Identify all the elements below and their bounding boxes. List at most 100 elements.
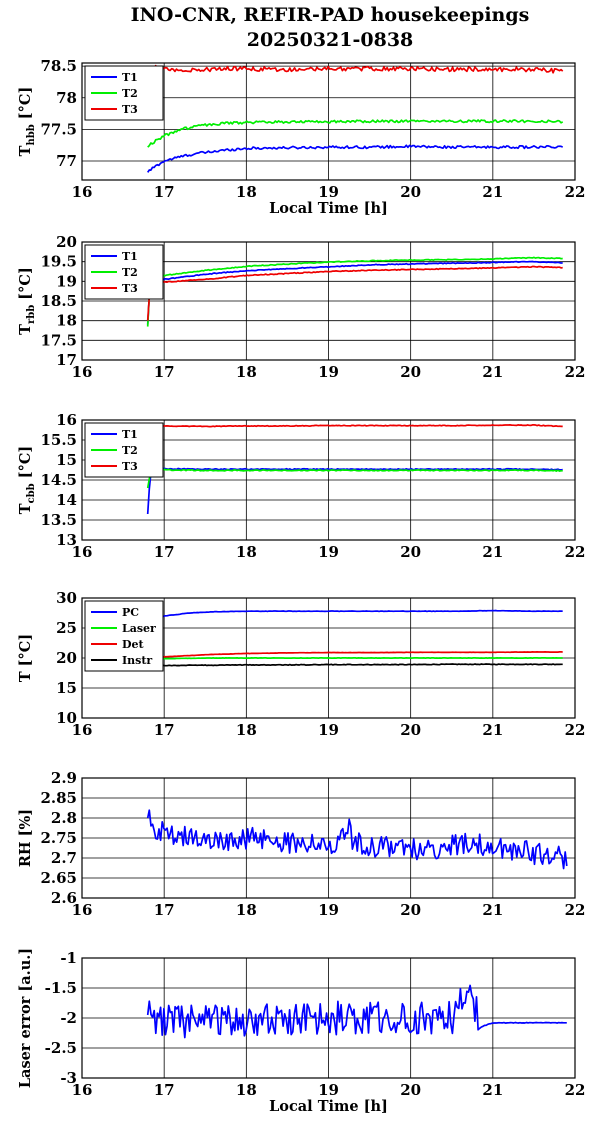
x-tick-label: 21: [482, 363, 503, 381]
x-tick-label: 21: [482, 183, 503, 201]
plot-frame: [81, 957, 576, 1079]
x-tick-label: 16: [72, 543, 93, 561]
y-tick-label: -3: [60, 1069, 77, 1087]
series-line-t2: [146, 256, 563, 327]
x-tick-label: 22: [565, 543, 586, 561]
y-tick-label: 19: [56, 272, 77, 290]
legend: T1 T2 T3: [84, 244, 164, 300]
y-tick-label: 17.5: [40, 331, 77, 349]
x-tick-label: 20: [400, 363, 421, 381]
legend: T1 T2 T3: [84, 65, 164, 121]
x-tick-label: 19: [318, 1081, 339, 1099]
legend: T1 T2 T3: [84, 422, 164, 478]
series-line-laser: [147, 657, 563, 661]
plot-frame: [81, 241, 576, 361]
x-tick-label: 20: [400, 1081, 421, 1099]
y-tick-label: 10: [56, 709, 77, 727]
y-axis-label: Thbb [°C]: [17, 87, 37, 157]
x-tick-label: 22: [565, 721, 586, 739]
y-tick-label: 19.5: [40, 253, 77, 271]
series-line-data: [146, 984, 567, 1039]
x-tick-label: 19: [318, 543, 339, 561]
legend-label: Instr: [122, 654, 152, 667]
legend-label: T2: [122, 87, 138, 100]
panel-5: 2.6 2.65 2.7 2.75 2.8 2.85 2.9 16 17 18 19 20 21 22 RH…: [17, 769, 585, 919]
y-tick-label: 18: [56, 312, 77, 330]
chart-title: INO-CNR, REFIR-PAD housekeepings: [131, 4, 530, 26]
y-axis-label: Trbb [°C]: [17, 267, 37, 335]
x-axis-label: Local Time [h]: [269, 200, 388, 217]
series-line-t2: [147, 119, 564, 148]
x-axis-label: Local Time [h]: [269, 1098, 388, 1115]
y-tick-label: 15: [56, 679, 77, 697]
x-tick-label: 20: [400, 901, 421, 919]
x-tick-label: 21: [482, 543, 503, 561]
y-tick-label: 20: [56, 649, 77, 667]
x-tick-label: 17: [154, 901, 175, 919]
x-tick-label: 20: [400, 721, 421, 739]
panel-3: 13 13.5 14 14.5 15 15.5 16 16 17 18 19 20 21 22 T1 T2 T3…: [17, 411, 585, 561]
series-line-t3: [146, 265, 563, 321]
y-tick-label: 20: [56, 233, 77, 251]
y-tick-label: 15: [56, 451, 77, 469]
x-tick-label: 17: [154, 183, 175, 201]
legend-label: T1: [122, 428, 138, 441]
x-tick-label: 16: [72, 1081, 93, 1099]
y-tick-label: 2.6: [51, 889, 77, 907]
series-line-det: [147, 651, 563, 659]
chart-title-date: 20250321-0838: [247, 29, 414, 51]
y-tick-label: -2.5: [45, 1039, 77, 1057]
x-tick-label: 17: [154, 543, 175, 561]
x-tick-label: 17: [154, 721, 175, 739]
y-tick-label: 18.5: [40, 292, 77, 310]
x-tick-label: 16: [72, 183, 93, 201]
x-tick-label: 22: [565, 1081, 586, 1099]
y-tick-label: -2: [60, 1009, 77, 1027]
x-tick-label: 21: [482, 901, 503, 919]
x-tick-label: 18: [236, 901, 257, 919]
legend-label: T3: [122, 460, 138, 473]
legend-label: Laser: [122, 622, 156, 635]
y-tick-label: 2.65: [40, 869, 77, 887]
y-tick-label: 14: [56, 491, 77, 509]
series-line-pc: [147, 609, 563, 626]
y-axis-label: Tcbb [°C]: [17, 446, 37, 514]
series-line-data: [146, 809, 568, 870]
y-tick-label: 30: [56, 589, 77, 607]
y-tick-label: 16: [56, 411, 77, 429]
legend-label: T1: [122, 71, 138, 84]
x-tick-label: 18: [236, 183, 257, 201]
x-tick-label: 18: [236, 543, 257, 561]
y-tick-label: 17: [56, 351, 77, 369]
plot-frame: [81, 597, 576, 719]
y-tick-label: 77.5: [40, 120, 77, 138]
x-tick-label: 19: [318, 901, 339, 919]
legend-label: T2: [122, 266, 138, 279]
plot-frame: [81, 419, 576, 541]
legend: PC Laser Det Instr: [84, 600, 164, 672]
y-tick-label: -1.5: [45, 979, 77, 997]
series-line-t1: [146, 144, 564, 173]
x-tick-label: 17: [154, 1081, 175, 1099]
panel-6: -3 -2.5 -2 -1.5 -1 16 17 18 19 20 21 22 Laser error …: [17, 948, 585, 1115]
y-tick-label: 78.5: [40, 57, 77, 75]
x-tick-label: 16: [72, 721, 93, 739]
x-tick-label: 17: [154, 363, 175, 381]
y-tick-label: 2.75: [40, 829, 77, 847]
series-line-t2: [146, 467, 563, 489]
legend-label: PC: [122, 606, 139, 619]
x-tick-label: 22: [565, 183, 586, 201]
x-tick-label: 21: [482, 721, 503, 739]
plot-frame: [81, 62, 576, 181]
x-tick-label: 16: [72, 363, 93, 381]
y-axis-label: T [°C]: [17, 634, 34, 682]
x-tick-label: 19: [318, 721, 339, 739]
x-tick-label: 19: [318, 363, 339, 381]
series-line-t1: [146, 466, 563, 515]
x-tick-label: 16: [72, 901, 93, 919]
y-tick-label: 15.5: [40, 431, 77, 449]
legend-label: T3: [122, 103, 138, 116]
